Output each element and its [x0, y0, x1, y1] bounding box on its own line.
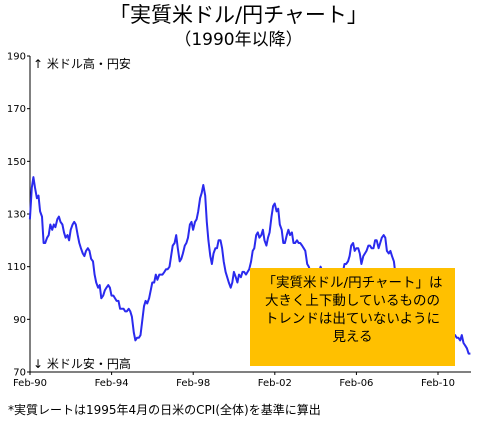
callout-line-1: 「実質米ドル/円チャート」は: [262, 275, 443, 291]
chart-title: 「実質米ドル/円チャート」: [109, 3, 368, 27]
y-tick-label: 110: [7, 262, 26, 273]
chart-subtitle: （1990年以降）: [174, 30, 303, 50]
x-tick-label: Feb-90: [13, 378, 47, 389]
y-tick-label: 90: [13, 315, 26, 326]
callout-line-2: 大きく上下動しているものの: [264, 293, 441, 309]
y-tick-label: 190: [7, 52, 26, 63]
y-tick-label: 150: [7, 157, 26, 168]
callout-line-3: トレンドは出ていないように: [264, 311, 441, 327]
annotation-down: ↓ 米ドル安・円高: [33, 356, 131, 371]
y-tick-label: 130: [7, 210, 26, 221]
x-tick-label: Feb-10: [421, 378, 455, 389]
callout-line-4: 見える: [332, 329, 373, 345]
annotation-up: ↑ 米ドル高・円安: [33, 56, 131, 71]
x-tick-label: Feb-02: [258, 378, 292, 389]
y-tick-label: 170: [7, 104, 26, 115]
x-tick-label: Feb-98: [176, 378, 210, 389]
x-tick-label: Feb-06: [339, 378, 373, 389]
footnote: *実質レートは1995年4月の日米のCPI(全体)を基準に算出: [8, 403, 321, 417]
callout-box: 「実質米ドル/円チャート」は 大きく上下動しているものの トレンドは出ていないよ…: [250, 268, 455, 366]
y-tick-label: 70: [13, 368, 26, 379]
x-tick-label: Feb-94: [95, 378, 129, 389]
